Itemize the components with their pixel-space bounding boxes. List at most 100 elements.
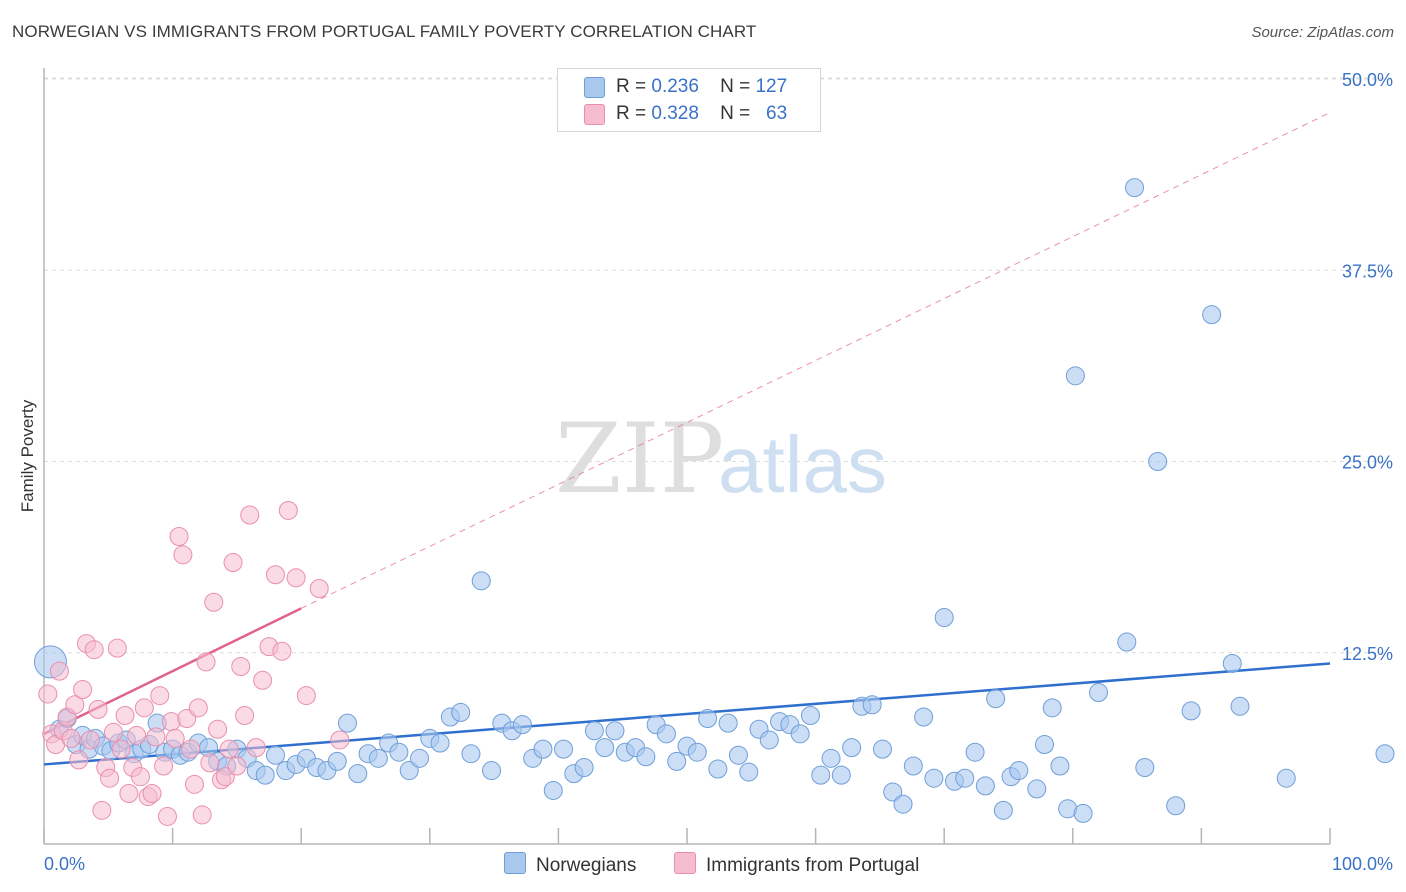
x-tick-label-max: 100.0% <box>1332 854 1393 874</box>
norwegians-point <box>800 705 820 725</box>
portugal-point <box>61 728 81 748</box>
norwegians-point <box>718 713 738 733</box>
portugal-point <box>265 565 285 585</box>
norwegians-point <box>883 782 903 802</box>
portugal-point <box>80 730 100 750</box>
norwegians-point <box>1148 452 1168 471</box>
portugal-point <box>150 686 170 706</box>
norwegians-point <box>667 751 687 771</box>
norwegians-point <box>975 776 995 796</box>
norwegians-point <box>1166 796 1186 816</box>
portugal-point <box>115 705 135 725</box>
norwegians-point <box>862 695 882 715</box>
portugal-point <box>119 784 139 804</box>
portugal-point <box>286 568 306 588</box>
portugal-point <box>38 684 58 704</box>
portugal-point <box>181 739 201 759</box>
watermark-zip: ZIP <box>555 403 724 515</box>
portugal-point <box>165 728 185 748</box>
correlation-legend: R = 0.236 N = 127 R = 0.328 N = 63 <box>557 68 821 132</box>
portugal-swatch <box>584 104 605 125</box>
y-tick-label: 25.0% <box>1342 453 1393 473</box>
portugal-point <box>235 705 255 725</box>
y-tick-label: 12.5% <box>1342 644 1393 664</box>
norwegians-point <box>1375 744 1395 764</box>
y-tick-label: 37.5% <box>1342 261 1393 281</box>
norwegians-point <box>1230 696 1250 716</box>
norwegians-point <box>1276 768 1296 788</box>
norwegians-point <box>389 742 409 762</box>
portugal-trend-line <box>43 607 302 735</box>
portugal-point <box>127 725 147 745</box>
norwegians-point <box>368 748 388 768</box>
portugal-point <box>65 695 85 715</box>
portugal-point <box>130 767 150 787</box>
legend-label: Immigrants from Portugal <box>706 855 920 876</box>
grid-lines <box>44 77 1394 654</box>
source-label: Source: ZipAtlas.com <box>1251 24 1394 41</box>
r-value: 0.328 <box>651 103 699 124</box>
portugal-point <box>231 657 251 677</box>
norwegians-point <box>1073 803 1093 823</box>
norwegians-point <box>348 764 368 784</box>
norwegians-point <box>708 759 728 779</box>
portugal-point <box>173 545 193 565</box>
norwegians-point <box>924 768 944 788</box>
norwegians-point <box>1042 698 1062 718</box>
portugal-point <box>134 698 154 718</box>
tick-labels: 12.5% 25.0% 37.5% 50.0% 0.0% 100.0% <box>44 70 1393 874</box>
norwegians-point <box>430 733 450 753</box>
portugal-point <box>330 730 350 750</box>
legend-portugal[interactable]: Immigrants from Portugal <box>674 852 919 877</box>
portugal-point <box>154 756 174 776</box>
norwegians-swatch <box>504 852 526 874</box>
portugal-point <box>100 768 120 788</box>
norwegians-point <box>914 707 934 727</box>
portugal-point <box>184 774 204 794</box>
norwegians-point <box>811 765 831 785</box>
norwegians-point <box>739 762 759 782</box>
norwegians-point <box>821 748 841 768</box>
norwegians-point <box>903 756 923 776</box>
portugal-point <box>88 699 108 719</box>
legend-norwegians[interactable]: Norwegians <box>504 852 636 877</box>
norwegians-point <box>399 761 419 781</box>
norwegians-point <box>934 608 954 628</box>
portugal-point <box>246 738 266 758</box>
n-value: 63 <box>766 103 788 124</box>
n-value: 127 <box>755 76 788 97</box>
norwegians-point <box>872 739 892 759</box>
portugal-point <box>272 641 292 661</box>
norwegians-point <box>584 721 604 741</box>
chart-title: NORWEGIAN VS IMMIGRANTS FROM PORTUGAL FA… <box>12 22 757 41</box>
legend-label: Norwegians <box>536 855 637 876</box>
y-tick-label: 50.0% <box>1342 70 1393 90</box>
norwegians-point <box>554 739 574 759</box>
portugal-point <box>92 800 112 820</box>
norwegians-point <box>759 730 779 750</box>
portugal-point <box>161 712 181 732</box>
portugal-swatch <box>674 852 696 874</box>
portugal-point <box>200 753 220 773</box>
norwegians-point <box>265 745 285 765</box>
norwegians-point <box>337 713 357 733</box>
norwegians-swatch <box>584 77 605 98</box>
portugal-point <box>223 552 243 572</box>
norwegians-point <box>512 715 532 735</box>
portugal-point <box>146 727 166 747</box>
norwegians-point <box>1202 305 1222 325</box>
norwegians-point <box>1089 683 1109 703</box>
portugal-point <box>204 592 224 612</box>
portugal-point <box>49 661 69 681</box>
norwegians-point <box>1050 756 1070 776</box>
norwegians-point <box>831 765 851 785</box>
portugal-trend-extension <box>300 112 1331 609</box>
portugal-point <box>240 505 260 525</box>
norwegians-point <box>965 742 985 762</box>
portugal-points <box>38 500 350 826</box>
portugal-point <box>157 806 177 826</box>
portugal-point <box>278 500 298 520</box>
norwegians-point <box>574 758 594 777</box>
norwegians-point <box>1009 761 1029 781</box>
